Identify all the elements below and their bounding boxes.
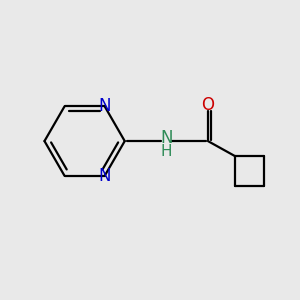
Text: N: N <box>160 128 172 146</box>
Text: H: H <box>160 144 172 159</box>
Text: N: N <box>98 167 111 185</box>
Text: O: O <box>202 96 214 114</box>
Text: N: N <box>98 97 111 115</box>
